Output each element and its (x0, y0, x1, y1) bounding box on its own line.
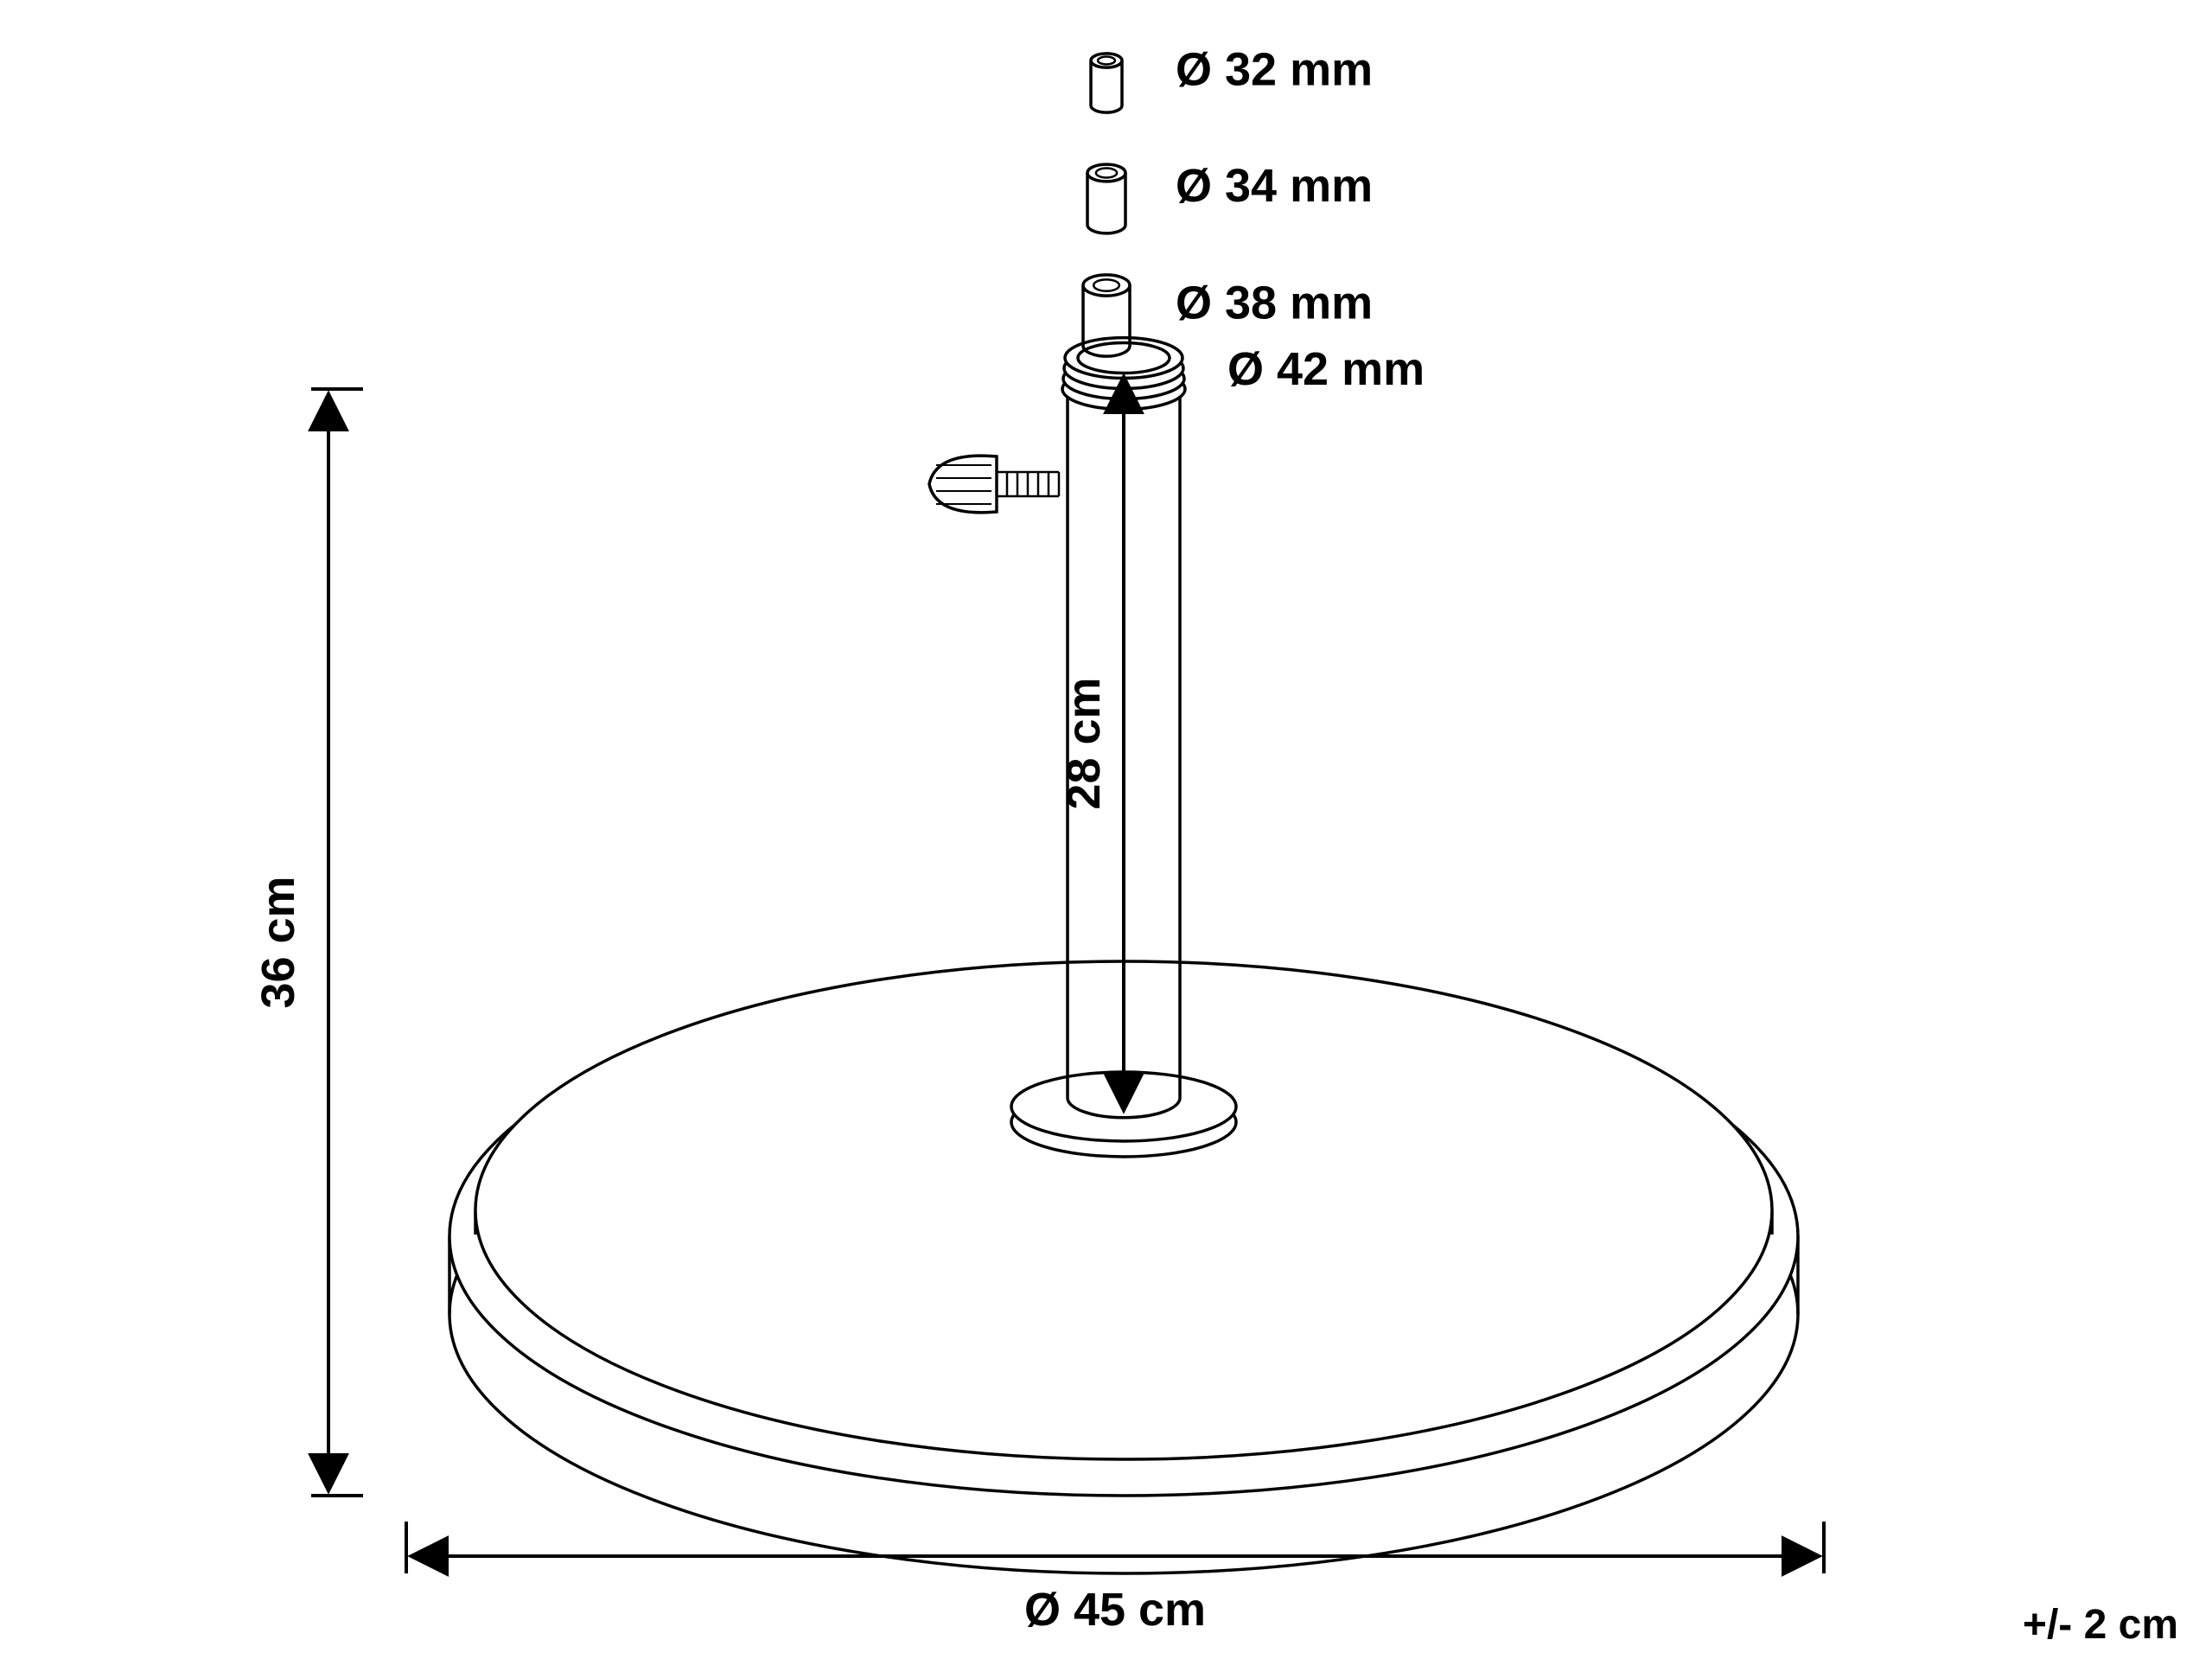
tube-top-diameter-label: Ø 42 mm (1227, 343, 1425, 395)
adapter-label-1: Ø 34 mm (1176, 160, 1373, 212)
base-diameter-label: Ø 45 cm (1024, 1584, 1206, 1636)
adapter-label-2: Ø 38 mm (1176, 278, 1373, 329)
tolerance-label: +/- 2 cm (2023, 1602, 2178, 1648)
total-height-label: 36 cm (252, 876, 304, 1008)
adapter-label-0: Ø 32 mm (1176, 44, 1373, 96)
tube-height-label: 28 cm (1058, 677, 1110, 809)
